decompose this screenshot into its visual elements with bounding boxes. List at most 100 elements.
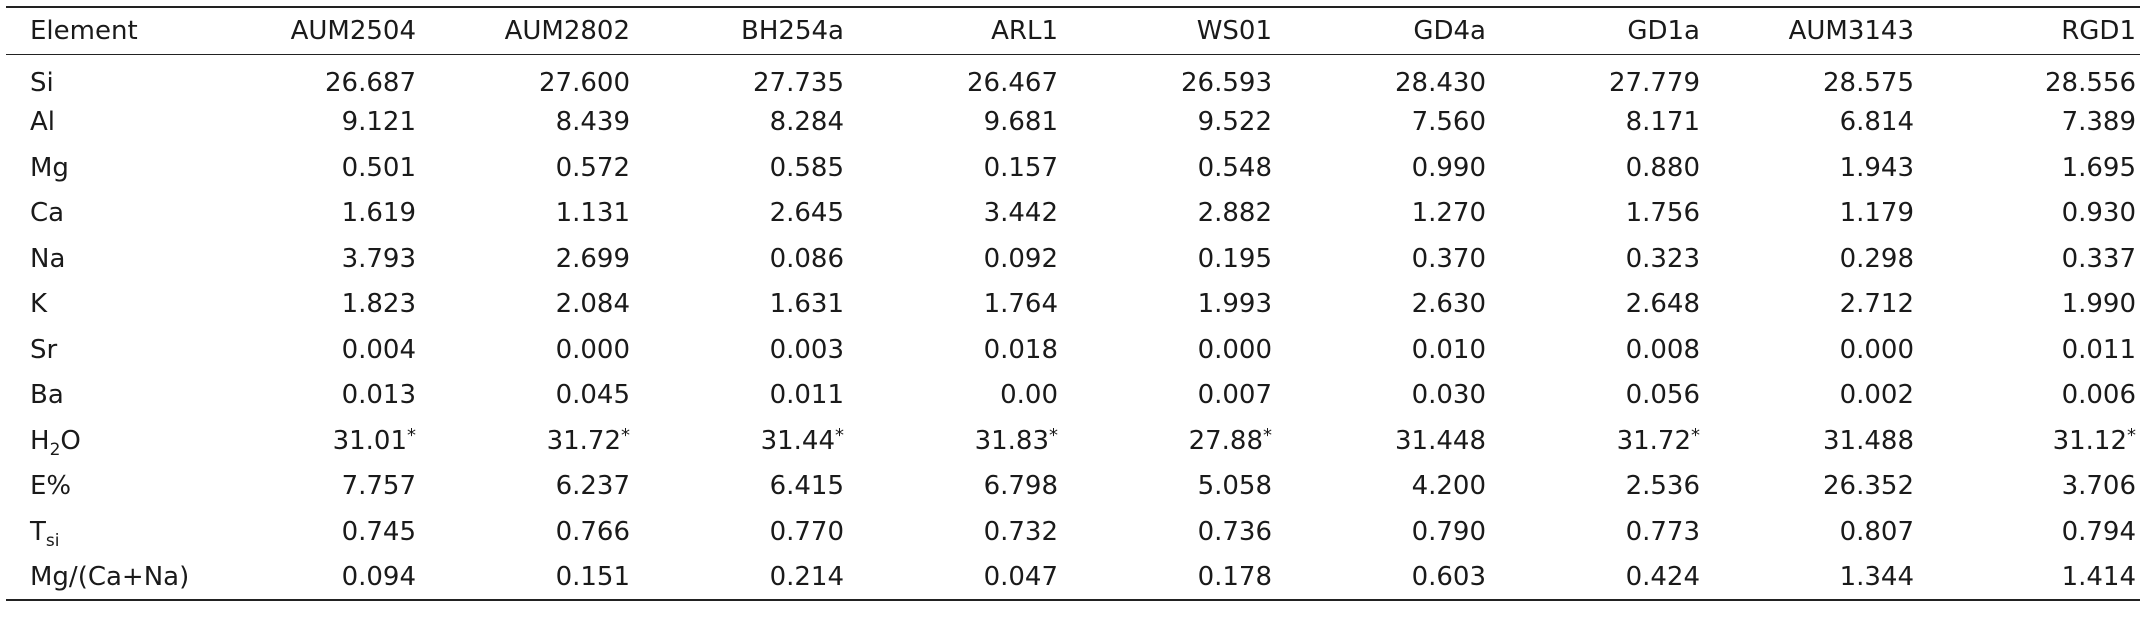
row-label: H2O bbox=[6, 418, 206, 464]
table-cell: 1.993 bbox=[1197, 289, 1272, 320]
table-cell: 27.600 bbox=[539, 68, 630, 98]
table-cell: 26.467 bbox=[967, 68, 1058, 98]
row-label: Ba bbox=[30, 380, 64, 411]
table-cell: 0.000 bbox=[1197, 334, 1272, 365]
table-cell: 1.756 bbox=[1625, 198, 1700, 229]
table-cell: 0.013 bbox=[341, 380, 416, 411]
cell-value: 27.88 bbox=[1188, 425, 1263, 456]
table-cell: 0.018 bbox=[983, 334, 1058, 365]
table-cell: 0.092 bbox=[983, 243, 1058, 274]
table-cell: 0.736 bbox=[1197, 516, 1272, 547]
table-cell: 31.01* bbox=[206, 418, 420, 464]
table-cell: 0.003 bbox=[769, 334, 844, 365]
table-body: Si 26.687 27.600 27.735 26.467 26.593 28.430 27… bbox=[6, 54, 2140, 600]
table-header-row: Element AUM2504 AUM2802 BH254a ARL1 WS01… bbox=[6, 7, 2140, 54]
estimated-mark: * bbox=[1263, 424, 1272, 446]
table-cell: 0.008 bbox=[1625, 334, 1700, 365]
estimated-mark: * bbox=[835, 424, 844, 446]
table-cell: 2.536 bbox=[1625, 471, 1700, 502]
table-row: Tsi 0.745 0.766 0.770 0.732 0.736 0.790 0.773 0.… bbox=[6, 509, 2140, 555]
table-cell: 0.00 bbox=[1000, 380, 1058, 411]
table-cell: 0.011 bbox=[2061, 334, 2136, 365]
table-cell: 0.002 bbox=[1839, 380, 1914, 411]
table-cell: 1.131 bbox=[555, 198, 630, 229]
table-cell: 1.414 bbox=[2061, 561, 2136, 592]
table-cell: 6.237 bbox=[555, 471, 630, 502]
row-label: E% bbox=[30, 471, 72, 502]
table-cell: 0.773 bbox=[1625, 516, 1700, 547]
table-cell: 6.814 bbox=[1839, 107, 1914, 138]
row-label: Ca bbox=[30, 198, 65, 229]
table-cell: 0.030 bbox=[1411, 380, 1486, 411]
table-cell: 0.572 bbox=[555, 152, 630, 183]
row-label-main: T bbox=[30, 516, 46, 547]
row-label-tail: O bbox=[60, 425, 81, 456]
row-label: K bbox=[30, 289, 48, 320]
table-row: Al 9.121 8.439 8.284 9.681 9.522 7.560 8.171 6.8… bbox=[6, 100, 2140, 146]
table-cell: 0.766 bbox=[555, 516, 630, 547]
table-cell: 0.603 bbox=[1411, 561, 1486, 592]
table-cell: 31.83* bbox=[848, 418, 1062, 464]
cell-value: 31.448 bbox=[1395, 425, 1486, 456]
table-cell: 0.045 bbox=[555, 380, 630, 411]
table-cell: 2.712 bbox=[1839, 289, 1914, 320]
table-cell: 6.415 bbox=[769, 471, 844, 502]
row-label-subscript: si bbox=[45, 530, 60, 551]
estimated-mark: * bbox=[621, 424, 630, 446]
table-cell: 26.352 bbox=[1823, 471, 1914, 502]
table-cell: 0.790 bbox=[1411, 516, 1486, 547]
header-sample: AUM2802 bbox=[504, 15, 630, 46]
cell-value: 31.72 bbox=[1616, 425, 1691, 456]
table-cell: 26.687 bbox=[325, 68, 416, 98]
table-row: Sr 0.004 0.000 0.003 0.018 0.000 0.010 0.008 0.0… bbox=[6, 327, 2140, 373]
table-cell: 1.270 bbox=[1411, 198, 1486, 229]
table-cell: 0.807 bbox=[1839, 516, 1914, 547]
table-cell: 5.058 bbox=[1197, 471, 1272, 502]
table-cell: 0.298 bbox=[1839, 243, 1914, 274]
table-cell: 28.575 bbox=[1823, 68, 1914, 98]
table-row: K 1.823 2.084 1.631 1.764 1.993 2.630 2.648 2.71… bbox=[6, 282, 2140, 328]
row-label: Sr bbox=[30, 334, 58, 365]
row-label: Mg bbox=[30, 152, 69, 183]
table-cell: 4.200 bbox=[1411, 471, 1486, 502]
table-cell: 0.000 bbox=[555, 334, 630, 365]
table-row: Mg/(Ca+Na) 0.094 0.151 0.214 0.047 0.178 0.603… bbox=[6, 555, 2140, 600]
table-cell: 0.086 bbox=[769, 243, 844, 274]
cell-value: 31.01 bbox=[332, 425, 407, 456]
table-cell: 0.337 bbox=[2061, 243, 2136, 274]
table-cell: 0.930 bbox=[2061, 198, 2136, 229]
table-row: E% 7.757 6.237 6.415 6.798 5.058 4.200 2.536 26.… bbox=[6, 464, 2140, 510]
table-cell: 0.195 bbox=[1197, 243, 1272, 274]
table-cell: 2.882 bbox=[1197, 198, 1272, 229]
table-cell: 2.699 bbox=[555, 243, 630, 274]
element-composition-table: Element AUM2504 AUM2802 BH254a ARL1 WS01… bbox=[6, 6, 2140, 601]
table-cell: 31.72* bbox=[420, 418, 634, 464]
table-cell: 3.442 bbox=[983, 198, 1058, 229]
header-sample: BH254a bbox=[741, 15, 844, 46]
row-label: Mg/(Ca+Na) bbox=[30, 561, 190, 592]
table-cell: 9.681 bbox=[983, 107, 1058, 138]
table-row: Si 26.687 27.600 27.735 26.467 26.593 28.430 27… bbox=[6, 54, 2140, 100]
table-cell: 7.389 bbox=[2061, 107, 2136, 138]
table-row: Na 3.793 2.699 0.086 0.092 0.195 0.370 0.323 0.2… bbox=[6, 236, 2140, 282]
table-cell: 1.344 bbox=[1839, 561, 1914, 592]
table-cell: 0.007 bbox=[1197, 380, 1272, 411]
estimated-mark: * bbox=[407, 424, 416, 446]
cell-value: 31.72 bbox=[546, 425, 621, 456]
table-cell: 8.439 bbox=[555, 107, 630, 138]
row-label-subscript: 2 bbox=[49, 439, 61, 460]
header-sample: AUM3143 bbox=[1788, 15, 1914, 46]
estimated-mark: * bbox=[1691, 424, 1700, 446]
table-cell: 0.157 bbox=[983, 152, 1058, 183]
table-cell: 9.121 bbox=[341, 107, 416, 138]
table-cell: 31.44* bbox=[634, 418, 848, 464]
table-cell: 3.793 bbox=[341, 243, 416, 274]
table-cell: 27.735 bbox=[753, 68, 844, 98]
table-cell: 1.695 bbox=[2061, 152, 2136, 183]
table-cell: 1.764 bbox=[983, 289, 1058, 320]
header-sample: AUM2504 bbox=[290, 15, 416, 46]
header-sample: ARL1 bbox=[991, 15, 1058, 46]
table-cell: 0.323 bbox=[1625, 243, 1700, 274]
table-cell: 0.094 bbox=[341, 561, 416, 592]
